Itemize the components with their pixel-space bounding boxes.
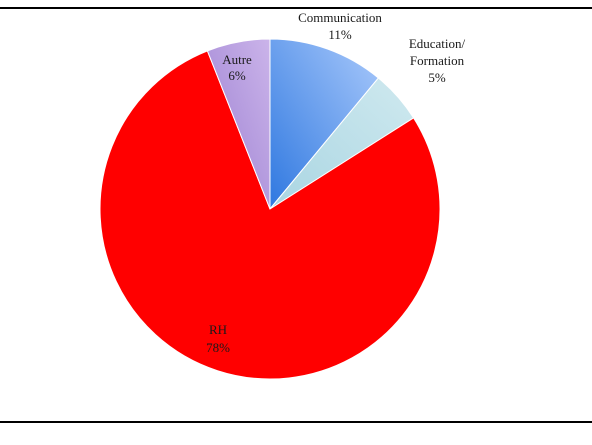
data-label-rh: RH 78% [206, 322, 230, 355]
data-label-communication: Communication 11% [298, 10, 382, 42]
pie-slice-rh [99, 50, 441, 380]
data-label-education-formation: Education/Formation 5% [409, 36, 466, 85]
data-label-autre: Autre 6% [222, 52, 252, 83]
bottom-rule [0, 421, 592, 423]
pie-slice-communication [269, 38, 380, 211]
pie-slice-autre [206, 38, 271, 210]
top-rule [0, 7, 592, 9]
